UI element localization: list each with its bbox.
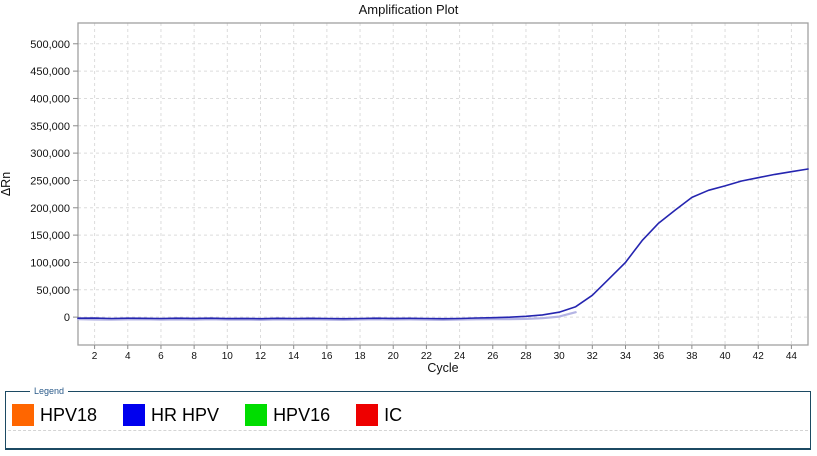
svg-text:30: 30 xyxy=(554,351,566,362)
legend-box: Legend HPV18 HR HPV HPV16 IC xyxy=(5,386,811,450)
svg-text:200,000: 200,000 xyxy=(30,203,70,215)
svg-text:500,000: 500,000 xyxy=(30,39,70,51)
svg-text:34: 34 xyxy=(620,351,632,362)
plot-area: 2 4 6 8 10 12 14 16 18 20 22 24 26 28 30 32 34 36 38 40 42 44… xyxy=(30,22,809,362)
svg-text:4: 4 xyxy=(125,351,131,362)
chart-title: Amplification Plot xyxy=(358,2,459,17)
legend-item-label: IC xyxy=(384,405,403,425)
svg-text:16: 16 xyxy=(321,351,333,362)
x-axis-label: Cycle xyxy=(427,361,459,375)
svg-text:24: 24 xyxy=(454,351,466,362)
legend-item-hpv18: HPV18 xyxy=(12,404,97,426)
legend-item-ic: IC xyxy=(356,404,402,426)
svg-text:14: 14 xyxy=(288,351,300,362)
svg-text:44: 44 xyxy=(786,351,798,362)
svg-text:6: 6 xyxy=(158,351,164,362)
legend-items-row: HPV18 HR HPV HPV16 IC xyxy=(12,404,428,426)
svg-text:450,000: 450,000 xyxy=(30,66,70,78)
svg-text:400,000: 400,000 xyxy=(30,93,70,105)
svg-text:2: 2 xyxy=(92,351,98,362)
legend-item-label: HPV16 xyxy=(273,405,331,425)
ic-color-swatch-icon xyxy=(356,404,379,426)
hpv18-color-swatch-icon xyxy=(12,404,34,426)
legend-item-hr-hpv: HR HPV xyxy=(123,404,219,426)
svg-text:8: 8 xyxy=(191,351,197,362)
svg-text:28: 28 xyxy=(520,351,532,362)
svg-text:38: 38 xyxy=(686,351,698,362)
svg-text:10: 10 xyxy=(222,351,234,362)
legend-item-hpv16: HPV16 xyxy=(245,404,330,426)
svg-text:350,000: 350,000 xyxy=(30,121,70,133)
svg-text:50,000: 50,000 xyxy=(36,285,70,297)
svg-text:36: 36 xyxy=(653,351,665,362)
svg-text:0: 0 xyxy=(64,312,70,324)
svg-text:250,000: 250,000 xyxy=(30,175,70,187)
svg-text:26: 26 xyxy=(487,351,499,362)
svg-text:12: 12 xyxy=(255,351,267,362)
svg-text:18: 18 xyxy=(354,351,366,362)
svg-text:20: 20 xyxy=(388,351,400,362)
hr-hpv-color-swatch-icon xyxy=(123,404,146,426)
legend-item-label: HPV18 xyxy=(40,405,98,425)
hpv16-color-swatch-icon xyxy=(245,404,268,426)
legend-box-title: Legend xyxy=(30,386,69,397)
legend-item-label: HR HPV xyxy=(151,405,220,425)
svg-text:100,000: 100,000 xyxy=(30,257,70,269)
svg-text:42: 42 xyxy=(753,351,765,362)
svg-text:22: 22 xyxy=(421,351,433,362)
svg-text:32: 32 xyxy=(587,351,599,362)
svg-text:40: 40 xyxy=(719,351,731,362)
legend-divider xyxy=(8,430,808,431)
svg-text:150,000: 150,000 xyxy=(30,230,70,242)
svg-text:300,000: 300,000 xyxy=(30,148,70,160)
